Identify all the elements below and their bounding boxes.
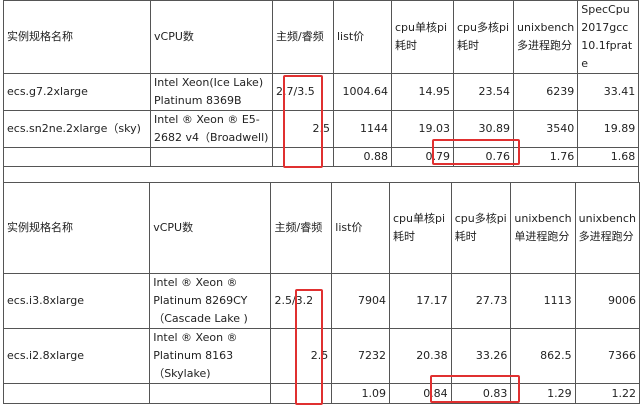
cell: ecs.sn2ne.2xlarge（sky) xyxy=(3,110,151,148)
table-2: 实例规格名称 vCPU数 主频/睿频 list价 cpu单核pi耗时 cpu多核… xyxy=(2,182,640,404)
table-row: ecs.sn2ne.2xlarge（sky) Intel ® Xeon ® E5… xyxy=(3,110,640,148)
cell: 0.88 xyxy=(333,147,392,167)
cell: 0.79 xyxy=(391,147,454,167)
header-cell: 主频/睿频 xyxy=(270,182,333,274)
cell: 19.89 xyxy=(577,110,640,148)
header-cell: 实例规格名称 xyxy=(3,0,151,74)
cell: 7366 xyxy=(574,328,640,384)
cell: 1004.64 xyxy=(333,73,392,111)
cell: 1.29 xyxy=(510,383,576,404)
highlight-box-unixbench-2 xyxy=(430,375,520,403)
cell: 33.26 xyxy=(450,328,512,384)
cell: 0.76 xyxy=(453,147,514,167)
header-cell: unixbench多进程跑分 xyxy=(574,182,640,274)
cell: ecs.i2.8xlarge xyxy=(2,328,151,384)
cell: Intel ® Xeon ® Platinum 8269CY（Cascade L… xyxy=(149,273,272,329)
cell: Intel ® Xeon ® Platinum 8163（Skylake) xyxy=(149,328,272,384)
cell: Intel Xeon(Ice Lake) Platinum 8369B xyxy=(150,73,273,111)
header-cell: vCPU数 xyxy=(149,182,272,274)
cell xyxy=(149,383,272,404)
header-cell: 实例规格名称 xyxy=(2,182,151,274)
cell: 23.54 xyxy=(453,73,514,111)
highlight-box-unixbench-1 xyxy=(432,139,520,165)
ratio-row: 0.88 0.79 0.76 1.76 1.68 xyxy=(3,147,640,167)
cell: 1.22 xyxy=(574,383,640,404)
header-row: 实例规格名称 vCPU数 主频/睿频 list价 cpu单核pi耗时 cpu多核… xyxy=(3,0,640,74)
cell: ecs.i3.8xlarge xyxy=(2,273,151,329)
header-cell: cpu单核pi耗时 xyxy=(388,182,452,274)
header-cell: unixbench多进程跑分 xyxy=(512,0,579,74)
highlight-box-list-price-1 xyxy=(283,75,323,168)
table-row: ecs.g7.2xlarge Intel Xeon(Ice Lake) Plat… xyxy=(3,73,640,111)
cell: 2.5 xyxy=(270,328,333,384)
header-cell: cpu单核pi耗时 xyxy=(391,0,454,74)
table-1: 实例规格名称 vCPU数 主频/睿频 list价 cpu单核pi耗时 cpu多核… xyxy=(3,0,640,167)
cell: ecs.g7.2xlarge xyxy=(3,73,151,111)
cell: 3540 xyxy=(512,110,579,148)
header-cell: 主频/睿频 xyxy=(272,0,334,74)
cell: 27.73 xyxy=(450,273,512,329)
cell: 1.09 xyxy=(331,383,390,404)
table-row: ecs.i2.8xlarge Intel ® Xeon ® Platinum 8… xyxy=(2,328,640,384)
cell: 1144 xyxy=(333,110,392,148)
header-cell: vCPU数 xyxy=(150,0,273,74)
cell: 33.41 xyxy=(577,73,640,111)
blank-row xyxy=(3,164,639,182)
cell: Intel ® Xeon ® E5-2682 v4（Broadwell) xyxy=(150,110,273,148)
header-cell: SpecCpu2017gcc10.1fprate xyxy=(577,0,640,74)
cell: 20.38 xyxy=(388,328,452,384)
highlight-box-list-price-2 xyxy=(295,289,323,405)
header-cell: list价 xyxy=(331,182,390,274)
table-row: ecs.i3.8xlarge Intel ® Xeon ® Platinum 8… xyxy=(2,273,640,329)
cell xyxy=(2,383,151,404)
header-cell: cpu多核pi耗时 xyxy=(453,0,514,74)
cell: 9006 xyxy=(574,273,640,329)
cell: 2.5 xyxy=(272,110,334,148)
header-cell: cpu多核pi耗时 xyxy=(450,182,512,274)
header-row: 实例规格名称 vCPU数 主频/睿频 list价 cpu单核pi耗时 cpu多核… xyxy=(2,182,640,274)
cell: 6239 xyxy=(512,73,579,111)
cell: 17.17 xyxy=(388,273,452,329)
header-cell: unixbench单进程跑分 xyxy=(510,182,576,274)
header-cell: list价 xyxy=(333,0,392,74)
cell: 7904 xyxy=(331,273,390,329)
cell: 1113 xyxy=(510,273,576,329)
cell: 1.76 xyxy=(512,147,579,167)
cell: 1.68 xyxy=(577,147,640,167)
cell: 7232 xyxy=(331,328,390,384)
cell: 14.95 xyxy=(391,73,454,111)
cell: 862.5 xyxy=(510,328,576,384)
